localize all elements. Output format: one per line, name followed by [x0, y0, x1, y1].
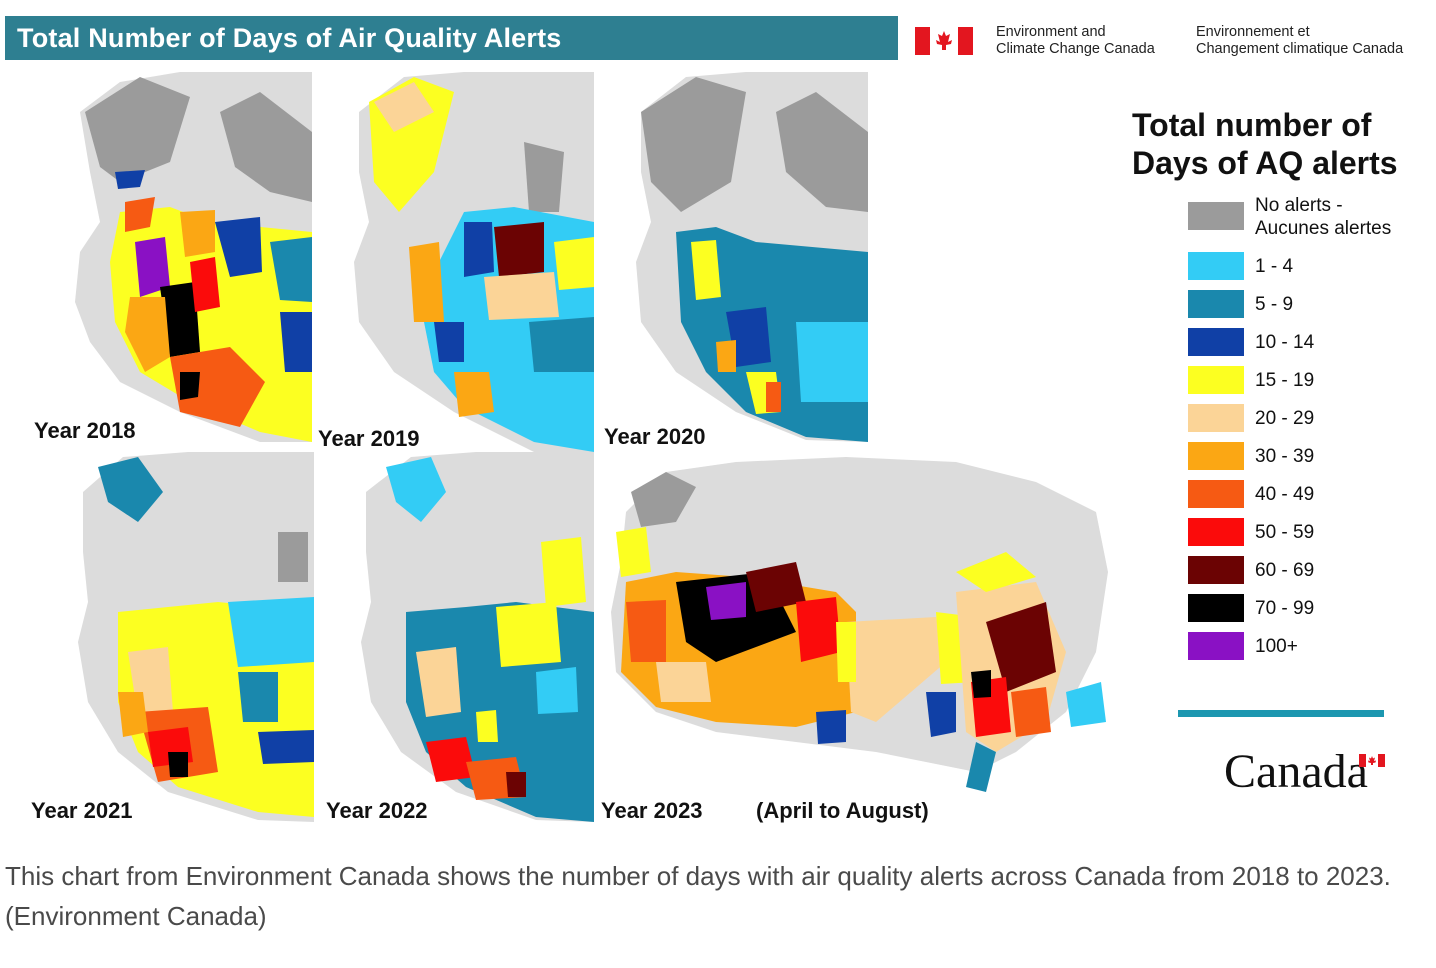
- legend-item: 5 - 9: [1188, 290, 1428, 320]
- legend-swatch: [1188, 328, 1244, 356]
- legend-item: 10 - 14: [1188, 328, 1428, 358]
- legend-label-line1: No alerts -: [1255, 195, 1343, 216]
- map-panel-2020: Year 2020: [596, 72, 868, 450]
- legend-swatch: [1188, 202, 1244, 230]
- legend-swatch: [1188, 594, 1244, 622]
- year-2023-period-note: (April to August): [756, 798, 929, 823]
- legend-label-line1: 70 - 99: [1255, 598, 1315, 619]
- map-panel-2023: Year 2023 (April to August): [596, 452, 1108, 832]
- year-label-2022: Year 2022: [326, 798, 428, 823]
- legend-swatch: [1188, 518, 1244, 546]
- legend-swatch: [1188, 404, 1244, 432]
- legend-label-line1: 60 - 69: [1255, 560, 1315, 581]
- legend-label: 30 - 39: [1255, 445, 1314, 468]
- legend-title: Total number of Days of AQ alerts: [1132, 106, 1422, 182]
- year-label-2020: Year 2020: [604, 424, 706, 449]
- map-2020: [596, 72, 868, 450]
- legend-label-line1: 100+: [1255, 636, 1298, 657]
- map-panel-2022: Year 2022: [316, 452, 594, 830]
- legend-divider: [1178, 710, 1384, 717]
- legend-label: 10 - 14: [1255, 331, 1314, 354]
- legend-label: 60 - 69: [1255, 559, 1314, 582]
- legend-item: 100+: [1188, 632, 1428, 662]
- legend-title-line2: Days of AQ alerts: [1132, 145, 1398, 181]
- department-name-en: Environment and Climate Change Canada: [996, 24, 1155, 58]
- legend-item: 20 - 29: [1188, 404, 1428, 434]
- legend-swatch: [1188, 366, 1244, 394]
- legend-label-line1: 50 - 59: [1255, 522, 1315, 543]
- figure-title: Total Number of Days of Air Quality Aler…: [5, 16, 898, 60]
- legend-label: 5 - 9: [1255, 293, 1293, 316]
- map-2023: [596, 452, 1108, 832]
- legend-item: 30 - 39: [1188, 442, 1428, 472]
- canada-flag-icon: [915, 27, 973, 55]
- map-2021: [28, 452, 314, 830]
- legend-label-line1: 15 - 19: [1255, 370, 1315, 391]
- map-panel-2019: Year 2019: [314, 72, 594, 452]
- map-2022: [316, 452, 594, 830]
- legend-swatch: [1188, 632, 1244, 660]
- legend-swatch: [1188, 290, 1244, 318]
- department-fr-line1: Environnement et: [1196, 24, 1310, 40]
- legend-item: No alerts - Aucunes alertes: [1188, 194, 1428, 242]
- legend-label-line1: 20 - 29: [1255, 408, 1315, 429]
- year-label-2019: Year 2019: [318, 426, 420, 451]
- canada-wordmark: Canada: [1224, 745, 1368, 798]
- year-label-2018: Year 2018: [34, 418, 136, 442]
- legend-swatch: [1188, 556, 1244, 584]
- legend-label: 50 - 59: [1255, 521, 1314, 544]
- year-label-2021: Year 2021: [31, 798, 133, 823]
- legend-item: 15 - 19: [1188, 366, 1428, 396]
- legend-item: 1 - 4: [1188, 252, 1428, 282]
- legend-swatch: [1188, 480, 1244, 508]
- legend-item: 70 - 99: [1188, 594, 1428, 624]
- map-panel-2021: Year 2021: [28, 452, 314, 830]
- legend-label: 1 - 4: [1255, 255, 1293, 278]
- legend-swatch: [1188, 252, 1244, 280]
- wordmark-flag-icon: [1359, 754, 1385, 767]
- legend-item: 50 - 59: [1188, 518, 1428, 548]
- legend-label: 20 - 29: [1255, 407, 1314, 430]
- legend-title-line1: Total number of: [1132, 107, 1372, 143]
- department-en-line2: Climate Change Canada: [996, 41, 1155, 57]
- legend-item: 40 - 49: [1188, 480, 1428, 510]
- legend-label-line2: Aucunes alertes: [1255, 218, 1392, 239]
- department-fr-line2: Changement climatique Canada: [1196, 41, 1404, 57]
- legend-label-line1: 1 - 4: [1255, 256, 1294, 277]
- legend-item: 60 - 69: [1188, 556, 1428, 586]
- legend-label: 15 - 19: [1255, 369, 1314, 392]
- legend-label: 40 - 49: [1255, 483, 1314, 506]
- legend-label-line1: 40 - 49: [1255, 484, 1315, 505]
- year-label-2023: Year 2023: [601, 798, 703, 823]
- legend-label-line1: 30 - 39: [1255, 446, 1315, 467]
- legend-label-line1: 5 - 9: [1255, 294, 1294, 315]
- figure-caption: This chart from Environment Canada shows…: [5, 861, 1391, 931]
- map-panel-2018: Year 2018: [30, 72, 312, 442]
- legend-label: No alerts - Aucunes alertes: [1255, 194, 1391, 240]
- legend-label: 100+: [1255, 635, 1298, 658]
- air-quality-figure: Total Number of Days of Air Quality Aler…: [5, 16, 1428, 832]
- legend-label-line1: 10 - 14: [1255, 332, 1315, 353]
- map-2019: [314, 72, 594, 452]
- legend-label: 70 - 99: [1255, 597, 1314, 620]
- map-2018: [30, 72, 312, 442]
- department-en-line1: Environment and: [996, 24, 1106, 40]
- department-name-fr: Environnement et Changement climatique C…: [1196, 24, 1403, 58]
- legend-swatch: [1188, 442, 1244, 470]
